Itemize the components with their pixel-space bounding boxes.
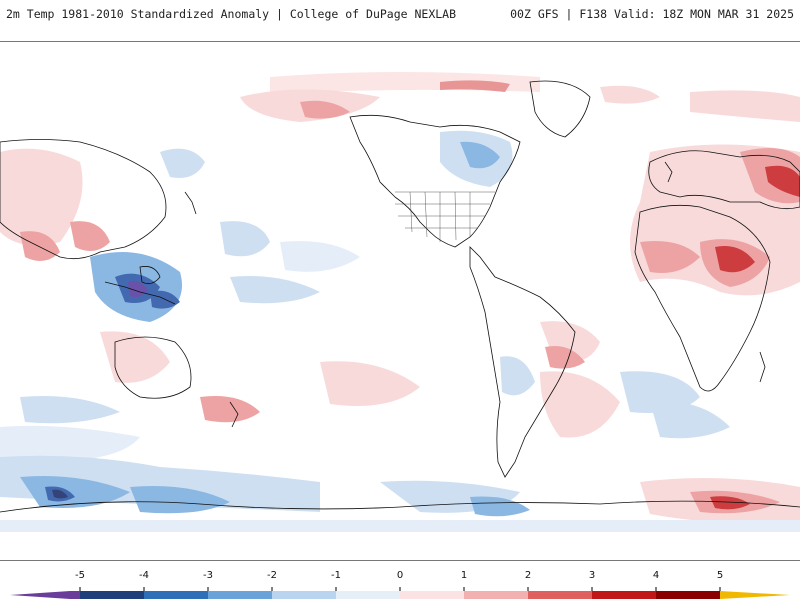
anomaly-patch — [300, 100, 350, 119]
colorbar-segment — [400, 591, 464, 599]
colorbar-tick-label: 0 — [396, 570, 404, 581]
uk-coast — [664, 161, 673, 183]
anomaly-patch — [460, 141, 500, 169]
colorbar-segment — [592, 591, 656, 599]
anomaly-patch — [440, 80, 510, 92]
africa-coast — [634, 204, 771, 392]
anomaly-patch — [650, 401, 730, 439]
colorbar-tick-label: 1 — [460, 570, 468, 581]
colorbar-segment — [208, 591, 272, 599]
map-title: 2m Temp 1981-2010 Standardized Anomaly |… — [6, 7, 457, 21]
colorbar-tick-label: 3 — [588, 570, 596, 581]
south-america-coast — [469, 246, 576, 478]
anomaly-patch — [540, 371, 620, 438]
colorbar-tick-label: 5 — [716, 570, 724, 581]
anomaly-patch — [220, 221, 270, 257]
colorbar-tick-label: -1 — [331, 570, 341, 581]
anomaly-patch — [130, 486, 230, 514]
anomaly-patch — [0, 425, 140, 462]
madagascar-coast — [759, 351, 766, 383]
colorbar-tick-label: -5 — [75, 570, 85, 581]
anomaly-patch — [230, 276, 320, 304]
anomaly-patch — [320, 361, 420, 406]
japan-coast — [184, 191, 197, 215]
anomaly-patch — [690, 90, 800, 122]
borneo-coast — [139, 266, 161, 285]
anomaly-patch — [545, 346, 585, 369]
colorbar-svg — [10, 587, 790, 599]
anomaly-patch — [710, 496, 750, 510]
colorbar-tick-label: 4 — [652, 570, 660, 581]
colorbar-segment — [464, 591, 528, 599]
colorbar-tick-label: -4 — [139, 570, 149, 581]
anomaly-patch — [160, 148, 205, 178]
colorbar-tick-label: -3 — [203, 570, 213, 581]
anomaly-patch — [20, 476, 130, 508]
colorbar-segment — [528, 591, 592, 599]
anomaly-patch — [280, 241, 360, 272]
anomaly-patch — [20, 231, 60, 261]
world-map[interactable] — [0, 41, 800, 561]
anomaly-patch — [52, 489, 68, 499]
north-america-coast — [349, 114, 521, 248]
anomaly-patch — [765, 165, 800, 197]
anomaly-patch — [640, 241, 700, 273]
anomaly-patch — [20, 396, 120, 424]
colorbar-segment — [272, 591, 336, 599]
colorbar-tick-label: 2 — [524, 570, 532, 581]
anomaly-patch — [200, 396, 260, 423]
colorbar-segment — [144, 591, 208, 599]
anomaly-patch — [715, 246, 755, 273]
colorbar-segment — [80, 591, 144, 599]
asia-coast — [0, 139, 167, 260]
anomaly-patch — [70, 221, 110, 251]
colorbar-tick-label: -2 — [267, 570, 277, 581]
colorbar: -5 -4 -3 -2 -1 0 1 2 3 4 5 — [0, 570, 800, 600]
anomaly-patch — [500, 356, 535, 396]
coastlines — [0, 80, 800, 513]
colorbar-segment — [70, 591, 80, 599]
greenland-coast — [529, 80, 591, 138]
anomaly-patch — [100, 331, 170, 383]
australia-coast — [114, 336, 192, 399]
anomaly-map-svg — [0, 72, 800, 532]
anomaly-shading — [0, 72, 800, 532]
anomaly-patch — [0, 148, 83, 246]
colorbar-arrow-right — [720, 591, 790, 599]
anomaly-patch — [600, 85, 660, 104]
anomaly-patch — [0, 520, 800, 532]
europe-coast — [648, 150, 800, 210]
us-state-lines — [395, 191, 495, 242]
antarctica-coast — [0, 500, 800, 513]
model-run-info: 00Z GFS | F138 Valid: 18Z MON MAR 31 202… — [510, 7, 794, 21]
colorbar-segment — [656, 591, 720, 599]
indonesia-coast — [104, 281, 176, 305]
header: 2m Temp 1981-2010 Standardized Anomaly |… — [0, 0, 800, 30]
colorbar-arrow-left — [10, 591, 70, 599]
colorbar-segment — [336, 591, 400, 599]
anomaly-patch — [470, 496, 530, 517]
new-zealand-coast — [229, 401, 239, 428]
